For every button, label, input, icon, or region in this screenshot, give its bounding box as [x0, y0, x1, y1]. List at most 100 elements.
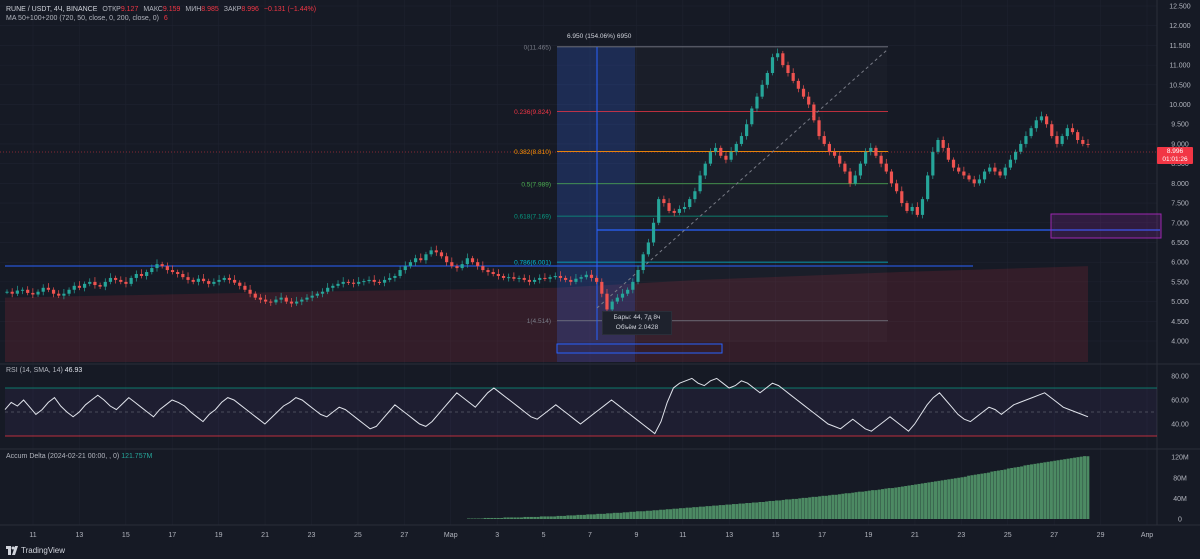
delta-axis[interactable]: 120M 80M 40M 0	[1171, 455, 1189, 524]
candle-body	[67, 289, 71, 294]
ma-legend[interactable]: MA 50+100+200 (720, 50, close, 0, 200, c…	[6, 14, 171, 23]
time-tick-label: 19	[215, 532, 223, 539]
delta-bar	[682, 508, 686, 519]
candle-body	[915, 207, 919, 215]
delta-bar	[897, 487, 901, 519]
delta-bar	[871, 490, 875, 519]
candlestick-series	[5, 48, 1090, 314]
candle-body	[326, 287, 330, 292]
measure-tooltip: Бары: 44, 7д 8ч Объём 2.0428	[602, 311, 672, 335]
delta-bar	[775, 500, 779, 519]
candle-body	[1076, 132, 1080, 140]
delta-bar	[735, 504, 739, 519]
candle-body	[517, 277, 521, 279]
delta-bar	[877, 489, 881, 519]
trend-diagonal[interactable]	[596, 49, 888, 309]
candle-body	[31, 292, 35, 295]
candle-body	[791, 73, 795, 81]
open-value: 9.127	[120, 6, 139, 13]
date-range-highlight[interactable]	[557, 47, 635, 362]
accum-delta-legend[interactable]: Accum Delta (2024-02-21 00:00, , 0) 121.…	[6, 453, 152, 460]
delta-bar	[781, 499, 785, 519]
delta-bar	[1069, 458, 1073, 519]
delta-bar	[563, 515, 567, 519]
candle-body	[450, 262, 454, 267]
price-tick-label: 10.000	[1169, 102, 1191, 109]
delta-tick-label: 80M	[1173, 475, 1187, 482]
time-tick-label: 13	[725, 532, 733, 539]
candle-body	[1029, 128, 1033, 137]
candle-body	[1065, 128, 1069, 137]
candle-body	[641, 254, 645, 271]
target-zone[interactable]	[1050, 213, 1162, 239]
delta-bar	[582, 514, 586, 519]
price-tick-label: 8.500	[1171, 161, 1189, 168]
symbol-legend[interactable]: RUNE / USDT, 4Ч, BINANCE ОТКР9.127 МАКС9…	[6, 5, 319, 14]
delta-bar	[678, 508, 682, 519]
delta-bar	[761, 501, 765, 519]
delta-bar	[662, 509, 666, 519]
price-tick-label: 12.500	[1169, 4, 1191, 11]
delta-bar	[642, 511, 646, 519]
delta-bar	[533, 516, 537, 519]
fib-retracement[interactable]: 0(11.465) 0.236(9.824) 0.382(8.810) 0.5(7.9…	[514, 44, 888, 325]
candle-body	[548, 277, 552, 279]
candle-body	[1081, 140, 1085, 144]
time-tick-label: 17	[168, 532, 176, 539]
candle-body	[838, 155, 842, 164]
delta-bar	[824, 495, 828, 519]
candle-body	[398, 270, 402, 276]
time-tick-label: 29	[1097, 532, 1105, 539]
delta-bar	[943, 479, 947, 519]
delta-tick-label: 120M	[1171, 455, 1189, 462]
candle-body	[755, 96, 759, 109]
accum-delta-value: 121.757M	[121, 453, 153, 460]
candle-body	[119, 279, 123, 282]
delta-bar	[1030, 464, 1034, 519]
candle-body	[139, 274, 144, 276]
time-tick-label: Мар	[444, 532, 458, 539]
delta-bar	[725, 504, 729, 519]
candle-body	[258, 297, 263, 300]
candle-body	[108, 277, 113, 282]
rsi-legend[interactable]: RSI (14, SMA, 14) 46.93	[6, 367, 82, 374]
time-tick-label: 15	[772, 532, 780, 539]
delta-bar	[695, 507, 699, 519]
rsi-axis[interactable]: 80.00 60.00 40.00	[1171, 374, 1189, 429]
delta-bar	[1046, 461, 1050, 519]
delta-tick-label: 40M	[1173, 496, 1187, 503]
candle-body	[600, 281, 604, 294]
candle-body	[346, 281, 350, 283]
time-axis[interactable]: 11 13 15 17 19 21 23 25 27 Мар 3 5 7 9 11 13 15 17 19 21 23 2…	[29, 532, 1153, 539]
symbol-label[interactable]: RUNE / USDT, 4Ч, BINANCE	[6, 6, 98, 13]
delta-bar	[1026, 464, 1030, 519]
delta-bar	[698, 506, 702, 519]
candle-body	[295, 301, 299, 304]
candle-body	[429, 250, 433, 255]
candle-body	[682, 207, 687, 209]
tradingview-logo[interactable]: TradingView	[6, 546, 65, 555]
candle-body	[26, 289, 30, 293]
delta-bar	[784, 499, 788, 519]
candle-body	[196, 278, 200, 282]
price-axis[interactable]: 12.500 12.000 11.500 11.000 10.500 10.000 9.50…	[1169, 4, 1191, 346]
candle-body	[957, 167, 961, 172]
delta-bar	[470, 518, 474, 519]
candle-body	[289, 301, 294, 304]
change-value: −0.131 (−1.44%)	[263, 6, 317, 13]
fib-level-label: 0.236(9.824)	[514, 109, 551, 116]
delta-bar	[768, 500, 772, 519]
delta-bar	[513, 517, 517, 519]
delta-bar	[950, 478, 954, 519]
fib-level-label: 0(11.465)	[524, 44, 551, 51]
time-tick-label: 9	[634, 532, 638, 539]
delta-bar	[625, 512, 629, 519]
candle-body	[341, 281, 345, 284]
candle-body	[558, 275, 563, 278]
delta-bar	[553, 516, 557, 519]
delta-bar	[572, 515, 577, 519]
delta-bar	[821, 495, 825, 519]
candle-body	[905, 203, 909, 211]
price-tick-label: 8.000	[1171, 181, 1189, 188]
